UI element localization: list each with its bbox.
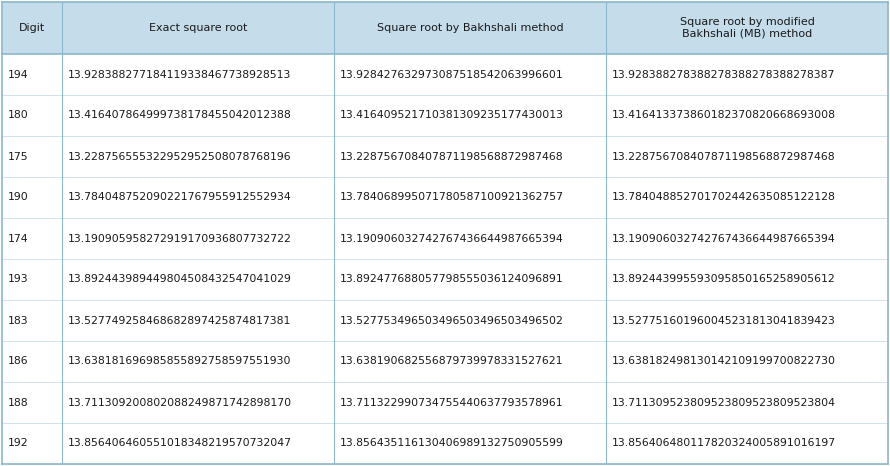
Text: Square root by modified
Bakhshali (MB) method: Square root by modified Bakhshali (MB) m… — [680, 17, 814, 39]
Text: 13.228756708407871198568872987468: 13.228756708407871198568872987468 — [612, 151, 836, 162]
Text: 186: 186 — [8, 356, 28, 366]
Text: 13.416413373860182370820668693008: 13.416413373860182370820668693008 — [612, 110, 837, 121]
Text: 13.856406480117820324005891016197: 13.856406480117820324005891016197 — [612, 439, 837, 448]
Text: 175: 175 — [8, 151, 28, 162]
Bar — [2, 177, 888, 218]
Bar — [2, 2, 888, 54]
Text: 13.784068995071780587100921362757: 13.784068995071780587100921362757 — [340, 192, 564, 203]
Text: 13.190905958272919170936807732722: 13.190905958272919170936807732722 — [69, 233, 292, 244]
Text: 174: 174 — [8, 233, 28, 244]
Bar — [2, 259, 888, 300]
Text: 13.416407864999738178455042012388: 13.416407864999738178455042012388 — [69, 110, 292, 121]
Text: Exact square root: Exact square root — [149, 23, 247, 33]
Text: 13.527749258468682897425874817381: 13.527749258468682897425874817381 — [69, 315, 292, 325]
Text: 13.928388278388278388278388278387: 13.928388278388278388278388278387 — [612, 69, 836, 80]
Text: 13.527751601960045231813041839423: 13.527751601960045231813041839423 — [612, 315, 836, 325]
Text: 13.711309200802088249871742898170: 13.711309200802088249871742898170 — [69, 397, 293, 407]
Text: 13.190906032742767436644987665394: 13.190906032742767436644987665394 — [340, 233, 564, 244]
Text: 183: 183 — [8, 315, 28, 325]
Text: 13.928388277184119338467738928513: 13.928388277184119338467738928513 — [69, 69, 292, 80]
Bar — [2, 300, 888, 341]
Text: 190: 190 — [8, 192, 28, 203]
Text: 192: 192 — [8, 439, 28, 448]
Text: 13.416409521710381309235177430013: 13.416409521710381309235177430013 — [340, 110, 564, 121]
Bar — [2, 95, 888, 136]
Text: 180: 180 — [8, 110, 28, 121]
Text: 13.784048752090221767955912552934: 13.784048752090221767955912552934 — [69, 192, 292, 203]
Text: 193: 193 — [8, 274, 28, 285]
Bar — [2, 382, 888, 423]
Text: 13.892443995593095850165258905612: 13.892443995593095850165258905612 — [612, 274, 836, 285]
Text: 13.228756708407871198568872987468: 13.228756708407871198568872987468 — [340, 151, 564, 162]
Text: 13.784048852701702442635085122128: 13.784048852701702442635085122128 — [612, 192, 836, 203]
Bar — [2, 54, 888, 95]
Text: 13.856406460551018348219570732047: 13.856406460551018348219570732047 — [69, 439, 292, 448]
Text: 13.638182498130142109199700822730: 13.638182498130142109199700822730 — [612, 356, 837, 366]
Text: 13.856435116130406989132750905599: 13.856435116130406989132750905599 — [340, 439, 564, 448]
Text: 194: 194 — [8, 69, 28, 80]
Text: Digit: Digit — [19, 23, 45, 33]
Text: 13.892477688057798555036124096891: 13.892477688057798555036124096891 — [340, 274, 564, 285]
Bar — [2, 341, 888, 382]
Text: 13.638181696985855892758597551930: 13.638181696985855892758597551930 — [69, 356, 292, 366]
Text: 188: 188 — [8, 397, 28, 407]
Text: 13.711309523809523809523809523804: 13.711309523809523809523809523804 — [612, 397, 837, 407]
Text: 13.711322990734755440637793578961: 13.711322990734755440637793578961 — [340, 397, 564, 407]
Text: 13.892443989449804508432547041029: 13.892443989449804508432547041029 — [69, 274, 292, 285]
Text: 13.228756555322952952508078768196: 13.228756555322952952508078768196 — [69, 151, 292, 162]
Bar — [2, 423, 888, 464]
Bar — [2, 136, 888, 177]
Text: Square root by Bakhshali method: Square root by Bakhshali method — [377, 23, 563, 33]
Text: 13.527753496503496503496503496502: 13.527753496503496503496503496502 — [340, 315, 564, 325]
Text: 13.928427632973087518542063996601: 13.928427632973087518542063996601 — [340, 69, 564, 80]
Text: 13.190906032742767436644987665394: 13.190906032742767436644987665394 — [612, 233, 836, 244]
Text: 13.638190682556879739978331527621: 13.638190682556879739978331527621 — [340, 356, 563, 366]
Bar — [2, 218, 888, 259]
